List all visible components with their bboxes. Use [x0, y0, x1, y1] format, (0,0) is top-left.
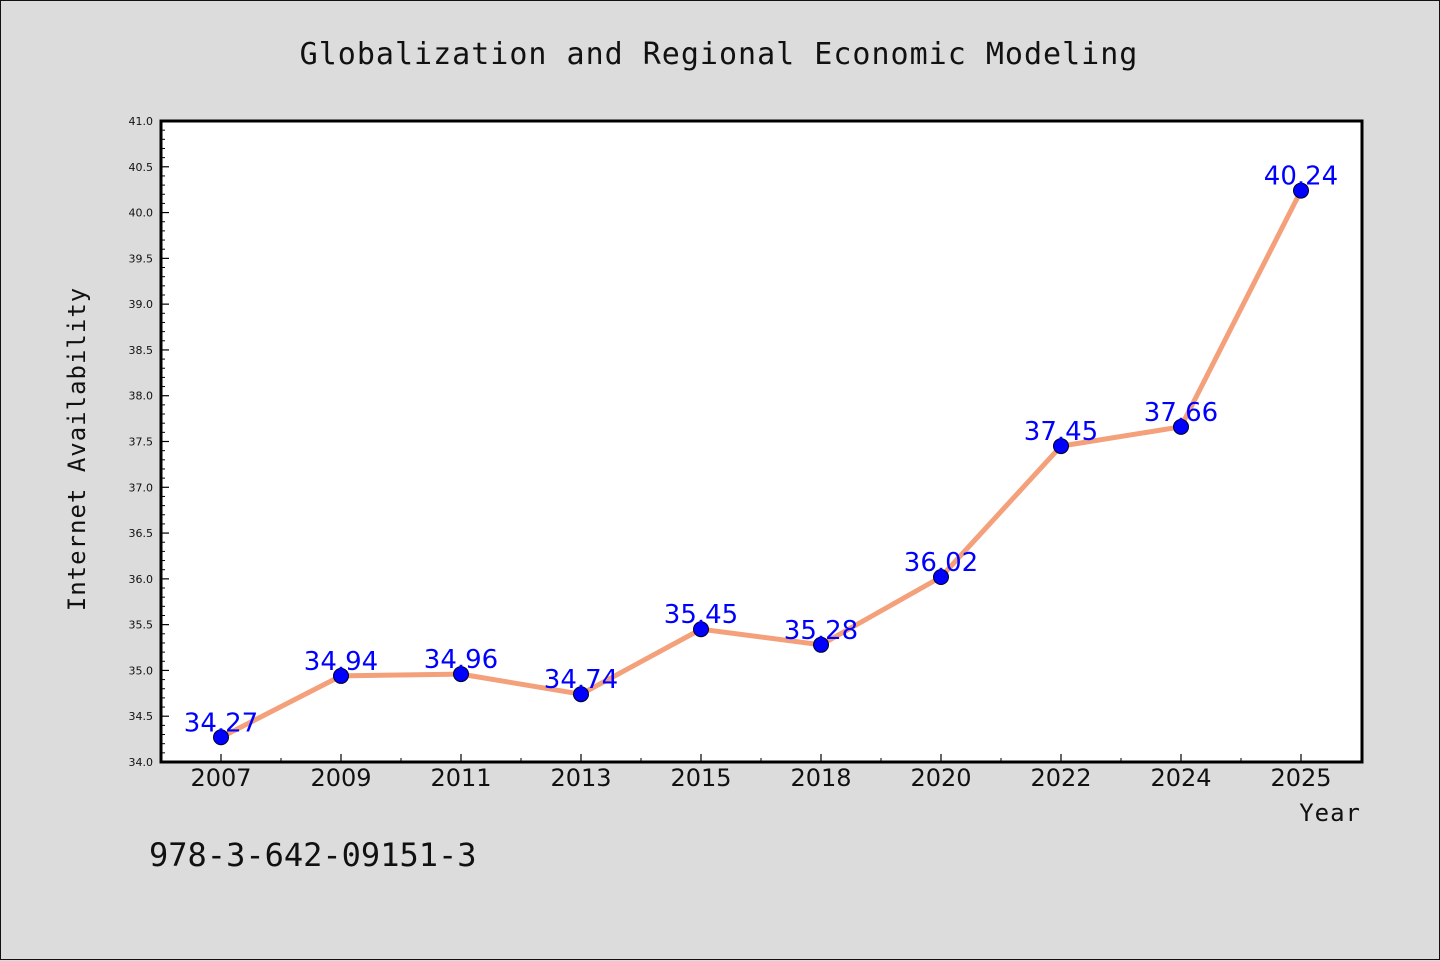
y-tick-label: 35.5 — [129, 619, 154, 632]
series-layer — [213, 182, 1309, 746]
data-point — [1053, 438, 1069, 455]
y-tick-label: 40.0 — [129, 207, 154, 220]
y-tick-label: 37.5 — [129, 436, 154, 449]
x-tick-label: 2020 — [910, 764, 971, 792]
y-tick-label: 34.0 — [129, 756, 154, 769]
data-label: 35.28 — [784, 616, 858, 646]
y-tick-label: 38.0 — [129, 390, 154, 403]
chart-title: Globalization and Regional Economic Mode… — [300, 37, 1139, 72]
x-axis: 2007 2009 2011 2013 2015 2018 2020 2022 2024 2025 — [190, 754, 1362, 792]
y-tick-label: 35.0 — [129, 664, 154, 677]
data-point — [213, 729, 229, 746]
data-label: 34.27 — [184, 708, 258, 738]
x-tick-label: 2013 — [550, 764, 611, 792]
data-point — [453, 666, 469, 683]
x-tick-label: 2018 — [790, 764, 851, 792]
x-tick-label: 2009 — [310, 764, 371, 792]
data-label: 34.96 — [424, 645, 498, 675]
y-tick-label: 37.0 — [129, 481, 154, 494]
y-axis: 34.0 34.5 35.0 35.5 36.0 36.5 37.0 37.5 38.0 38.5… — [129, 115, 169, 769]
data-point — [1293, 182, 1309, 199]
data-label: 34.74 — [544, 665, 618, 695]
data-label-layer: 34.27 34.94 34.96 34.74 35.45 35.28 36.02 37.45… — [184, 162, 1338, 739]
series-line — [218, 188, 1304, 740]
y-tick-label: 39.0 — [129, 298, 154, 311]
y-tick-label: 36.5 — [129, 527, 154, 540]
x-tick-label: 2011 — [430, 764, 491, 792]
y-tick-label: 40.5 — [129, 161, 154, 174]
data-point — [693, 621, 709, 638]
x-tick-label: 2024 — [1150, 764, 1211, 792]
y-tick-label: 39.5 — [129, 252, 154, 265]
x-axis-label: Year — [1299, 799, 1361, 827]
footer-isbn: 978-3-642-09151-3 — [149, 836, 477, 874]
y-tick-label: 38.5 — [129, 344, 154, 357]
x-tick-label: 2025 — [1270, 764, 1331, 792]
data-point — [333, 667, 349, 684]
data-label: 37.45 — [1024, 417, 1098, 447]
plot-area — [159, 119, 1364, 764]
data-point — [933, 569, 949, 586]
x-tick-label: 2015 — [670, 764, 731, 792]
x-tick-label: 2007 — [190, 764, 251, 792]
data-label: 40.24 — [1264, 162, 1338, 192]
data-point — [1173, 418, 1189, 435]
data-label: 35.45 — [664, 600, 738, 630]
data-point — [813, 636, 829, 653]
y-tick-label: 36.0 — [129, 573, 154, 586]
x-tick-label: 2022 — [1030, 764, 1091, 792]
y-tick-label: 34.5 — [129, 710, 154, 723]
y-axis-label: Internet Availability — [63, 287, 91, 611]
data-label: 36.02 — [904, 548, 978, 578]
data-point — [573, 686, 589, 703]
data-label: 37.66 — [1144, 398, 1218, 428]
y-tick-label: 41.0 — [129, 115, 154, 128]
data-label: 34.94 — [304, 647, 378, 677]
